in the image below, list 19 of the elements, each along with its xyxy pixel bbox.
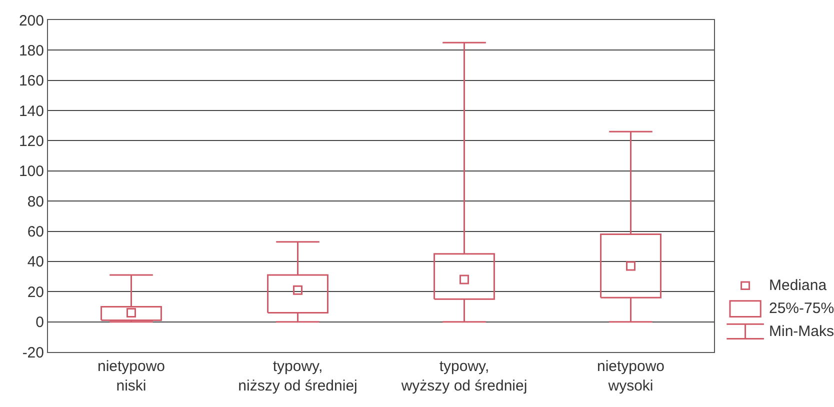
y-tick-label: 80 — [27, 193, 44, 210]
y-tick-label: 100 — [18, 163, 44, 180]
y-tick-label: -20 — [22, 344, 44, 362]
x-tick-label: nietypowo wysoki — [596, 358, 665, 394]
x-tick-label: typowy, niższy od średniej — [238, 358, 358, 394]
x-tick-label: nietypowo niski — [97, 358, 166, 394]
y-tick-label: 0 — [36, 314, 44, 332]
y-tick-label: 60 — [27, 224, 44, 241]
y-tick-label: 20 — [27, 284, 44, 301]
y-tick-label: 40 — [27, 254, 44, 271]
text: 25%-75% — [769, 300, 834, 317]
text: Mediana — [769, 277, 828, 294]
y-tick-label: 180 — [18, 42, 44, 60]
x-tick-label: typowy, wyższy od średniej — [400, 358, 528, 394]
y-tick-label: 120 — [18, 132, 44, 150]
y-tick-label: 160 — [18, 72, 44, 90]
text: Min-Maks — [769, 323, 834, 340]
y-tick-label: 140 — [18, 102, 44, 120]
y-tick-label: 200 — [18, 12, 44, 30]
